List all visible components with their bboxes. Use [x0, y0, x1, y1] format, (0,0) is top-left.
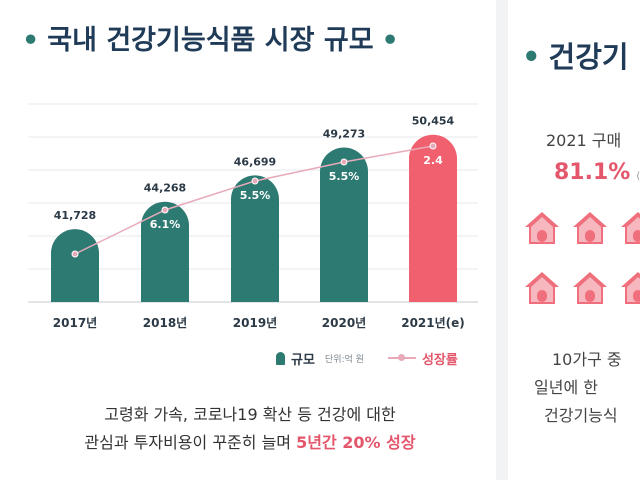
bar-value-label: 41,728 — [54, 209, 96, 222]
bar-2018년 — [141, 201, 189, 302]
bar-2019년 — [231, 175, 279, 302]
growth-point — [71, 250, 79, 258]
bar-value-label: 50,454 — [412, 115, 455, 128]
growth-point-label: 5.5% — [240, 189, 271, 202]
market-size-chart: 6.1% 5.5% 5.5% 2.4 41,728 2017년 44,268 2018년 46… — [28, 103, 478, 330]
house-icon — [618, 208, 640, 248]
right-bottom-line-1: 10가구 중 — [552, 350, 622, 369]
caption-highlight: 5년간 20% 성장 — [296, 433, 416, 452]
right-stat-line: 2021 구매 — [546, 131, 622, 150]
legend-line-swatch — [387, 353, 416, 363]
bar-value-label: 46,699 — [234, 155, 276, 168]
growth-point — [429, 142, 437, 150]
panel-divider — [496, 0, 508, 480]
title-bullet-right: • — [381, 25, 399, 56]
legend-unit: 단위:억 원 — [324, 354, 364, 365]
growth-point — [340, 158, 348, 166]
chart-title: • 국내 건강기능식품 시장 규모 • — [14, 18, 484, 57]
caption-line-1: 고령화 가속, 코로나19 확산 등 건강에 대한 — [104, 405, 396, 424]
right-title-text: 건강기 — [548, 40, 629, 74]
right-panel-title: • 건강기 — [522, 34, 629, 76]
bar-2020년 — [320, 147, 368, 302]
right-stat-value: 81.1% ( — [554, 160, 640, 185]
caption-line-2: 관심과 투자비용이 꾸준히 늘며 5년간 20% 성장 — [0, 429, 500, 453]
legend-line-label: 성장률 — [421, 352, 458, 368]
x-tick-label: 2018년 — [143, 316, 187, 330]
x-tick-label: 2021년(e) — [401, 316, 465, 330]
x-tick-label: 2017년 — [53, 316, 97, 330]
caption-line-2-plain: 관심과 투자비용이 꾸준히 늘며 — [84, 433, 297, 452]
house-icon — [570, 268, 610, 308]
left-panel: • 국내 건강기능식품 시장 규모 • 6.1% 5.5% 5.5% 2.4 41,728… — [0, 18, 500, 453]
growth-point — [251, 177, 259, 185]
right-stat-suffix: ( — [636, 171, 640, 182]
x-tick-label: 2019년 — [233, 316, 277, 330]
house-icon — [522, 268, 562, 308]
growth-point-label: 6.1% — [150, 218, 181, 231]
right-bottom-line-2: 일년에 한 — [534, 378, 598, 397]
house-icon — [570, 208, 610, 248]
growth-rate-line: 6.1% 5.5% 5.5% 2.4 — [71, 142, 443, 258]
right-panel: • 건강기 2021 구매 81.1% ( 10가구 중 일년에 한 건강기능식 — [508, 0, 640, 480]
right-bottom-line-3: 건강기능식 — [544, 406, 618, 425]
growth-point-label: 5.5% — [329, 170, 360, 183]
title-bullet-left: • — [22, 25, 40, 56]
bar-2017년 — [51, 229, 99, 302]
chart-labels: 41,728 2017년 44,268 2018년 46,699 2019년 49,273 2… — [53, 115, 465, 330]
x-tick-label: 2020년 — [322, 316, 366, 330]
chart-bars — [51, 134, 457, 302]
right-title-bullet: • — [522, 40, 541, 74]
house-icon — [618, 268, 640, 308]
house-icon — [522, 208, 562, 248]
chart-title-text: 국내 건강기능식품 시장 규모 — [47, 25, 374, 56]
growth-point — [161, 206, 169, 214]
growth-point-label: 2.4 — [423, 154, 443, 167]
chart-legend: 규모 단위:억 원 성장률 — [276, 349, 458, 368]
bar-value-label: 49,273 — [323, 128, 365, 141]
bar-2021년(e) — [409, 134, 457, 302]
legend-bar-swatch — [276, 351, 285, 365]
right-stat-number: 81.1% — [554, 160, 631, 185]
legend-bar-label: 규모 — [291, 352, 315, 368]
bar-value-label: 44,268 — [144, 182, 186, 195]
